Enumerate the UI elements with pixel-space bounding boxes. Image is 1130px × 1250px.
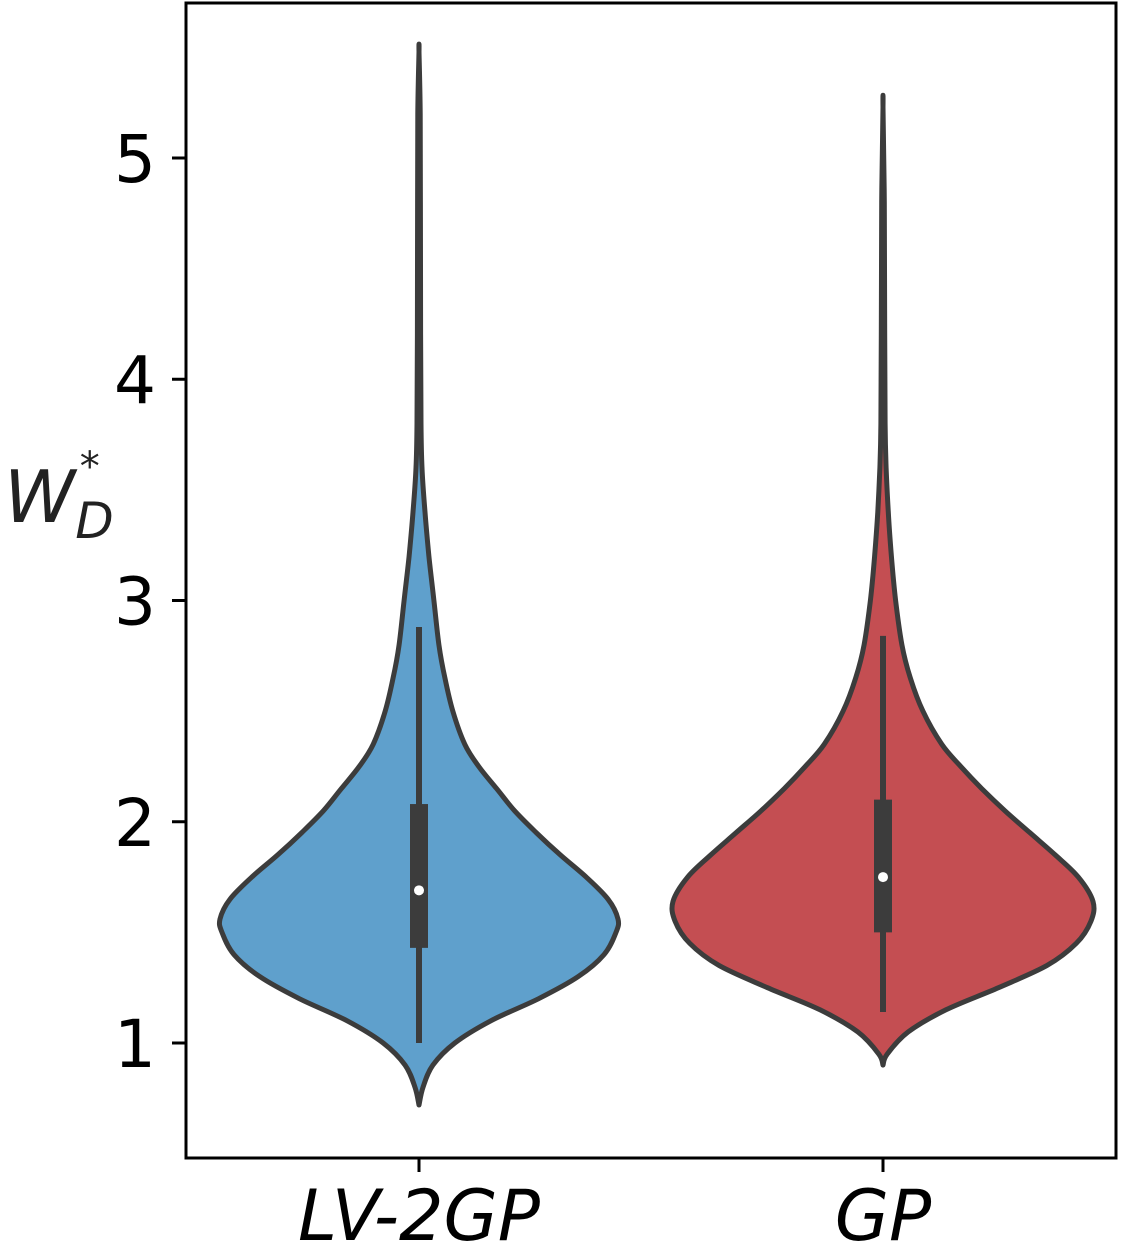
y-tick-label: 1 bbox=[114, 1006, 156, 1083]
plot-border bbox=[184, 1, 1118, 1160]
x-tick-label: GP bbox=[835, 1175, 932, 1250]
violin-body bbox=[216, 41, 622, 1108]
violin-iqr-box bbox=[410, 804, 428, 948]
y-axis-label-main: W bbox=[4, 455, 78, 539]
violin-median-marker bbox=[414, 885, 424, 896]
violin-median-marker bbox=[878, 872, 888, 883]
y-tick-label: 3 bbox=[114, 564, 156, 641]
y-axis-label: WD* bbox=[4, 444, 114, 550]
y-tick-label: 5 bbox=[114, 121, 156, 198]
y-axis-label-sub: D bbox=[75, 492, 114, 550]
y-tick-label: 2 bbox=[114, 785, 156, 862]
x-tick-label: LV-2GP bbox=[298, 1175, 541, 1250]
x-axis: LV-2GP GP bbox=[298, 1158, 932, 1250]
violin-iqr-box bbox=[874, 799, 892, 933]
violin-gp bbox=[669, 92, 1097, 1068]
violin-body bbox=[669, 92, 1097, 1068]
violin-lv-2gp bbox=[216, 41, 622, 1108]
y-tick-label: 4 bbox=[114, 342, 156, 419]
y-axis: 1 2 3 4 5 bbox=[114, 121, 186, 1083]
plot-frame bbox=[184, 1, 1118, 1160]
violins-layer bbox=[216, 41, 1097, 1108]
y-axis-label-sup: * bbox=[80, 444, 100, 490]
